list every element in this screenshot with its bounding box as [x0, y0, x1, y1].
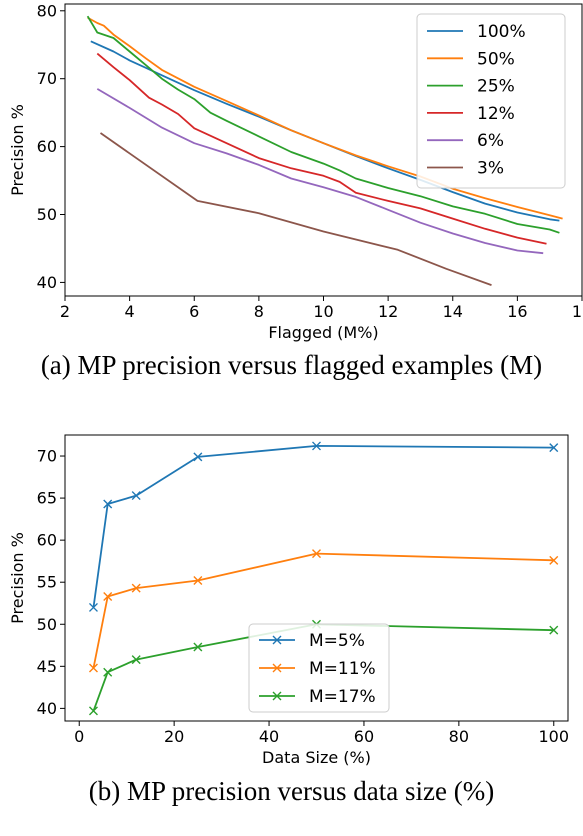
chart-b: 0 20 40 60 80 100 40 45 50 55 60 65 70 Data Size (%) P… [8, 434, 569, 767]
chart-b-data-point-m17 [549, 625, 559, 635]
chart-b-data-point-m17 [88, 706, 98, 716]
chart-b-y-tick-label: 50 [37, 615, 57, 634]
chart-b-y-axis-label: Precision % [8, 532, 27, 624]
chart-a-series-line-6 [96, 88, 544, 255]
chart-a-legend-label: 50% [477, 49, 515, 69]
chart-b-data-point-m17 [131, 655, 141, 665]
chart-a-x-tick-label: 8 [254, 302, 264, 321]
chart-b-data-point-m11 [103, 592, 113, 602]
chart-b-series-line-m11 [92, 552, 554, 669]
chart-b-y-tick-label: 70 [37, 447, 57, 466]
chart-b-data-point-m5 [103, 499, 113, 509]
chart-a-x-tick-label: 18 [572, 302, 583, 321]
chart-b-data-point-m5 [88, 602, 98, 612]
chart-b-x-tick-label: 20 [164, 727, 184, 746]
caption-a: (a) MP precision versus flagged examples… [40, 350, 543, 380]
chart-b-data-point-m11 [549, 555, 559, 565]
chart-a-y-tick-label: 70 [37, 69, 57, 88]
chart-b-data-point-m5 [549, 443, 559, 453]
chart-b-x-tick-label: 100 [538, 727, 569, 746]
chart-b-data-point-m11 [312, 549, 321, 559]
chart-b-legend-box [248, 623, 390, 713]
chart-b-x-axis-label: Data Size (%) [262, 748, 371, 767]
chart-b-y-tick-label: 40 [37, 699, 57, 718]
chart-b-data-point-m11 [131, 583, 141, 593]
chart-a-x-tick-label: 6 [189, 302, 199, 321]
chart-b-legend-marker [272, 663, 282, 673]
chart-a-x-tick-label: 2 [60, 302, 70, 321]
chart-a-series-line-50 [87, 16, 563, 220]
chart-a-y-tick-label: 60 [37, 137, 57, 156]
chart-b-y-tick-label: 65 [37, 489, 57, 508]
caption-b: (b) MP precision versus data size (%) [88, 776, 495, 806]
chart-a-x-tick-label: 14 [443, 302, 463, 321]
chart-b-x-tick-label: 40 [259, 727, 279, 746]
chart-b-data-point-m5 [131, 491, 141, 501]
chart-a-series-line-25 [86, 15, 560, 234]
chart-b-legend-label: M=5% [309, 631, 365, 651]
chart-a-x-axis-label: Flagged (M%) [268, 323, 378, 342]
chart-a-legend-label: 100% [477, 22, 526, 42]
chart-b-y-tick-label: 55 [37, 573, 57, 592]
chart-a-series-line-12 [96, 52, 547, 245]
chart-a-x-tick-label: 12 [378, 302, 398, 321]
chart-b-y-tick-label: 45 [37, 657, 57, 676]
chart-b-x-tick-label: 0 [74, 727, 84, 746]
chart-b-legend-marker [272, 691, 282, 701]
chart-a-y-axis-label: Precision % [8, 104, 27, 196]
chart-b-x-tick-label: 60 [354, 727, 374, 746]
chart-b-series-line-m5 [92, 444, 554, 608]
chart-a-x-tick-label: 16 [507, 302, 527, 321]
chart-a-series-line-3 [99, 132, 492, 286]
chart-a-x-tick-label: 10 [313, 302, 333, 321]
chart-b-legend-label: M=11% [309, 659, 376, 679]
chart-a-y-tick-label: 50 [37, 205, 57, 224]
chart-a-y-tick-label: 80 [37, 1, 57, 20]
chart-b-plot-frame [64, 434, 569, 722]
chart-a-y-tick-label: 40 [37, 273, 57, 292]
chart-b-legend-marker [272, 635, 282, 645]
chart-b-y-tick-label: 60 [37, 531, 57, 550]
chart-a: 2 4 6 8 10 12 14 16 18 40 50 60 70 80 Flagged (M%) Prec… [8, 1, 583, 342]
chart-a-legend-label: 25% [477, 77, 515, 97]
chart-b-data-point-m5 [312, 441, 321, 451]
chart-b-data-point-m11 [88, 663, 98, 673]
chart-b-data-point-m5 [193, 452, 203, 462]
chart-a-legend-label: 12% [477, 104, 515, 124]
chart-a-x-tick-label: 4 [125, 302, 135, 321]
chart-a-legend-label: 6% [477, 131, 504, 151]
chart-b-data-point-m17 [103, 667, 113, 677]
chart-b-data-point-m17 [193, 642, 203, 652]
chart-b-x-tick-label: 80 [449, 727, 469, 746]
chart-b-data-point-m11 [193, 576, 203, 586]
chart-a-legend-label: 3% [477, 159, 504, 179]
chart-b-legend-label: M=17% [309, 687, 376, 707]
